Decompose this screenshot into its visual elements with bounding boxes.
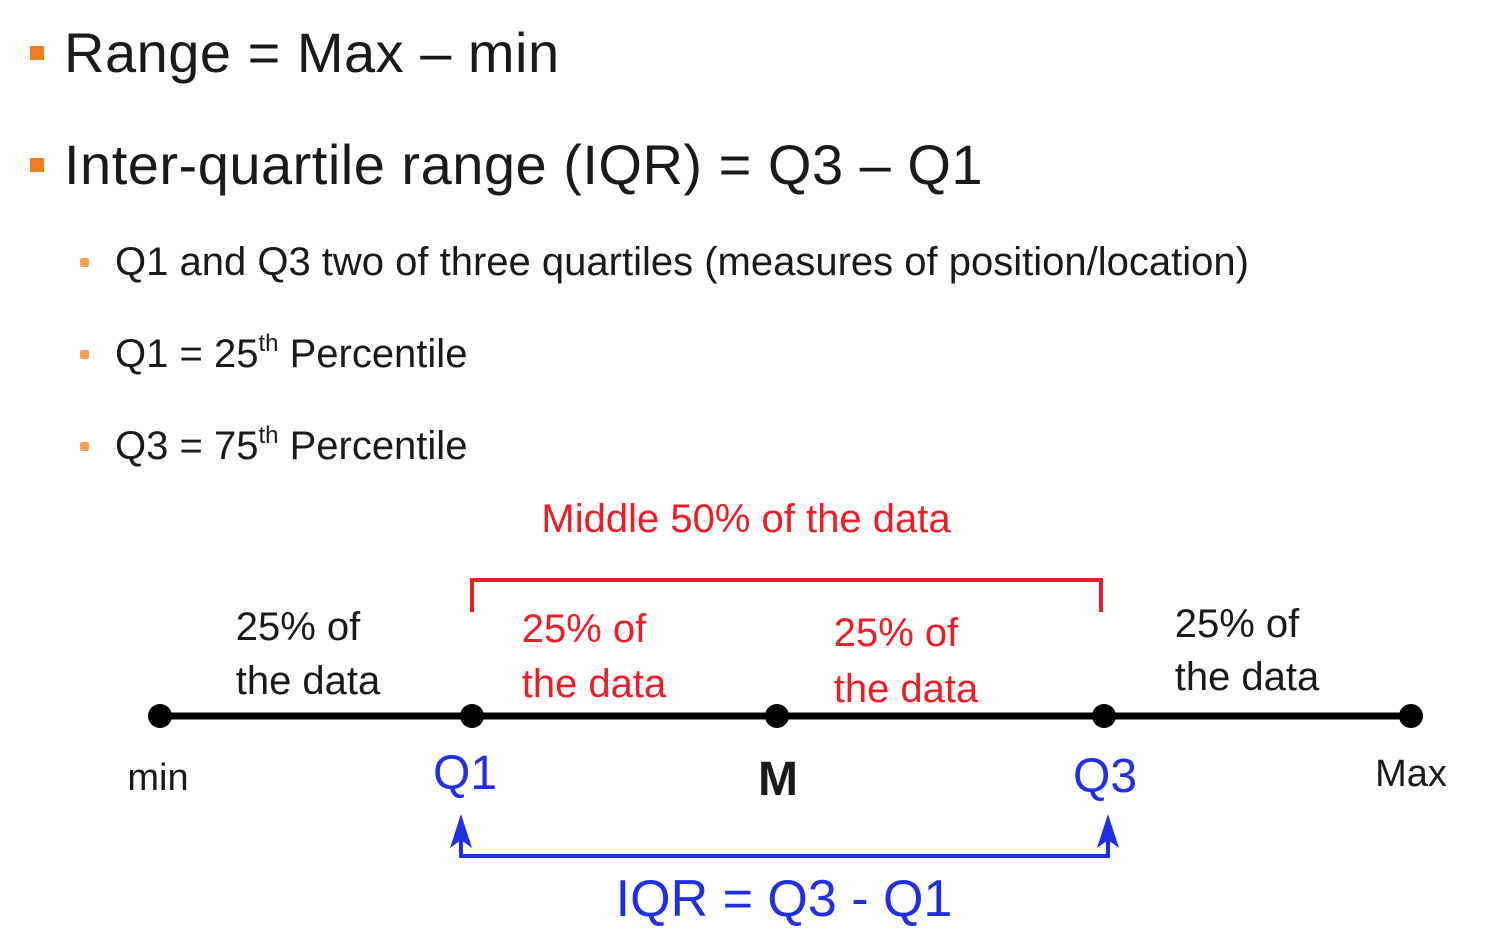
middle-50-bracket — [470, 578, 1103, 612]
max-label: Max — [1375, 753, 1447, 795]
seg4-line1: 25% of — [1175, 602, 1300, 646]
iqr-bracket — [459, 826, 1110, 858]
bullet-dot-icon — [80, 442, 89, 451]
max-point — [1399, 704, 1423, 728]
q1-percentile-text: Q1 = 25th Percentile — [115, 330, 468, 377]
bullet-dot-icon — [80, 258, 89, 267]
quartiles-text: Q1 and Q3 two of three quartiles (measur… — [115, 240, 1249, 284]
seg1-line2: the data — [236, 659, 381, 703]
middle-50-label: Middle 50% of the data — [541, 497, 951, 541]
q3-percentile-text: Q3 = 75th Percentile — [115, 422, 468, 469]
seg1-line1: 25% of — [236, 605, 361, 649]
q1-point — [460, 704, 484, 728]
q1-label: Q1 — [433, 747, 497, 800]
range-text: Range = Max – min — [64, 21, 560, 84]
q3-label: Q3 — [1073, 750, 1137, 803]
bullet-range: Range = Max – min — [30, 20, 560, 85]
bullet-iqr: Inter-quartile range (IQR) = Q3 – Q1 — [30, 132, 983, 197]
seg2-line1: 25% of — [522, 607, 647, 651]
sub-bullet-q1: Q1 = 25th Percentile — [80, 332, 467, 377]
sub-bullet-quartiles: Q1 and Q3 two of three quartiles (measur… — [80, 240, 1249, 285]
seg2-line2: the data — [522, 662, 667, 706]
median-point — [765, 704, 789, 728]
iqr-formula-label: IQR = Q3 - Q1 — [616, 870, 953, 928]
seg3-line1: 25% of — [834, 611, 959, 655]
q3-point — [1092, 704, 1116, 728]
bullet-dot-icon — [80, 350, 89, 359]
seg4-line2: the data — [1175, 655, 1320, 699]
min-point — [148, 704, 172, 728]
bullet-square-icon — [30, 157, 44, 172]
min-label: min — [127, 757, 188, 799]
bullet-square-icon — [30, 45, 44, 60]
seg3-line2: the data — [834, 667, 979, 711]
median-label: M — [758, 753, 798, 806]
q3-arrow-icon — [1097, 814, 1119, 848]
sub-bullet-q3: Q3 = 75th Percentile — [80, 424, 467, 469]
iqr-definition-text: Inter-quartile range (IQR) = Q3 – Q1 — [64, 133, 984, 196]
q1-arrow-icon — [450, 814, 472, 848]
